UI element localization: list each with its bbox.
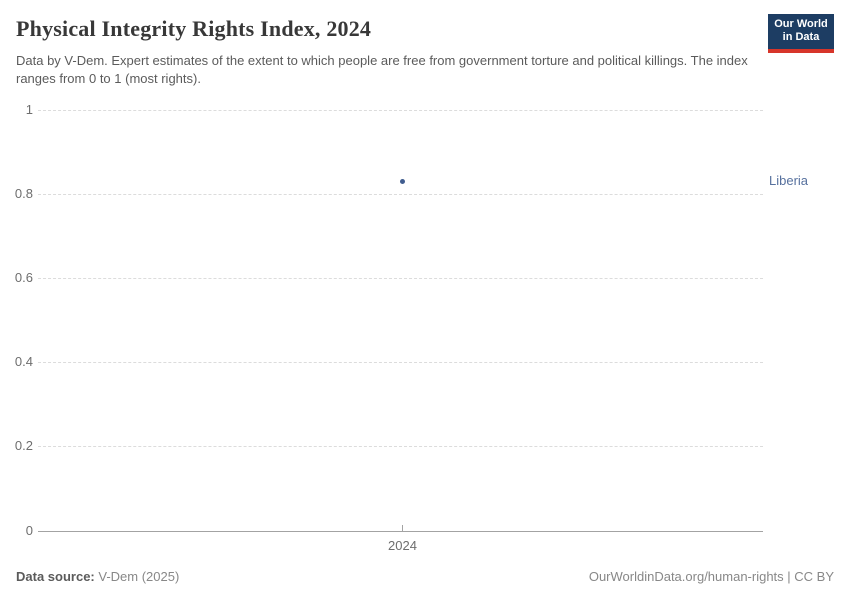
owid-logo-redbar (768, 49, 834, 53)
owid-logo-line2: in Data (782, 31, 820, 43)
gridline-0-4 (38, 362, 763, 363)
y-tick-label-0-8: 0.8 (14, 186, 33, 201)
gridline-1 (38, 110, 763, 111)
y-tick-label-1: 1 (25, 102, 33, 117)
owid-logo[interactable]: Our World in Data (768, 14, 834, 53)
chart-title: Physical Integrity Rights Index, 2024 (16, 16, 372, 41)
chart-subtitle: Data by V-Dem. Expert estimates of the e… (16, 53, 748, 86)
owid-logo-text: Our World in Data (768, 14, 834, 49)
x-axis-line (38, 531, 763, 532)
y-tick-label-0-2: 0.2 (14, 438, 33, 453)
entity-label-liberia[interactable]: Liberia (769, 173, 809, 188)
y-tick-label-0: 0 (25, 523, 33, 538)
data-source-label: Data source: (16, 569, 95, 584)
data-source-value: V-Dem (2025) (98, 569, 180, 584)
y-tick-label-0-6: 0.6 (14, 270, 33, 285)
attribution-link[interactable]: OurWorldinData.org/human-rights | CC BY (588, 569, 834, 584)
gridline-0-2 (38, 446, 763, 447)
gridline-0-6 (38, 278, 763, 279)
data-source: Data source: V-Dem (2025) (16, 569, 179, 584)
gridline-0-8 (38, 194, 763, 195)
owid-logo-line1: Our World (774, 18, 828, 30)
data-point-liberia[interactable] (400, 179, 405, 184)
x-tick-label: 2024 (388, 538, 417, 553)
y-tick-label-0-4: 0.4 (14, 354, 33, 369)
x-tick-mark (402, 525, 403, 531)
